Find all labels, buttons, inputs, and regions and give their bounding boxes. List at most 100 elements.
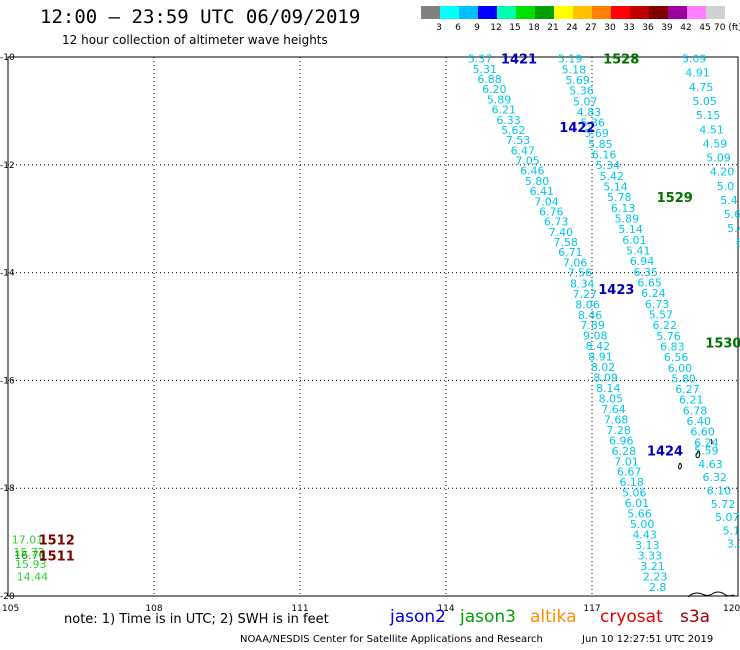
swh-value: 5.80 [671, 372, 696, 385]
scale-swatch [592, 6, 611, 19]
swh-value: 5.15 [696, 109, 721, 122]
swh-value: 7.58 [553, 236, 578, 249]
scale-swatch [535, 6, 554, 19]
swh-value: 6.60 [690, 426, 715, 439]
swh-value: 4.75 [689, 81, 714, 94]
scale-label: 21 [547, 23, 559, 33]
pass-label: 1423 [598, 283, 634, 298]
swh-value: 5.66 [627, 508, 652, 521]
swh-value: 5.62 [501, 124, 526, 137]
swh-value: 5.80 [525, 175, 550, 188]
scale-label: 39 [661, 23, 673, 33]
swh-value: 8.02 [591, 361, 616, 374]
scale-swatch [497, 6, 516, 19]
scale-swatch [611, 6, 630, 19]
swh-value: 3.33 [638, 549, 663, 562]
pass-label: 1511 [39, 550, 75, 565]
scale-swatch [649, 6, 668, 19]
swh-value: 6.24 [694, 436, 719, 449]
swh-value: 5.07 [715, 511, 740, 524]
swh-value: 5.57 [649, 308, 674, 321]
credit-line: NOAA/NESDIS Center for Satellite Applica… [240, 634, 543, 645]
swh-value: 5.31 [473, 63, 498, 76]
lon-tick-label: 111 [291, 604, 308, 614]
swh-value: 6.65 [637, 276, 662, 289]
swh-value: 17.01 [12, 533, 44, 546]
swh-value: 6.96 [609, 434, 634, 447]
swh-value: 16.70 [14, 549, 46, 562]
swh-value: 6.20 [482, 83, 507, 96]
lat-tick-label: -14 [0, 269, 15, 279]
map-ticks: 105 108 111 114 117 120 -10 -12 -14 -16 -18 -20 [0, 53, 740, 614]
island-outline [710, 438, 713, 445]
scale-swatch [478, 6, 497, 19]
swh-value: 4.91 [685, 67, 710, 80]
island-outline [678, 462, 682, 470]
swh-value: 7.27 [573, 288, 598, 301]
lon-tick-label: 120 [723, 604, 740, 614]
swh-value: 7.89 [580, 319, 605, 332]
swh-value: 6.18 [619, 476, 644, 489]
swh-value: 8.34 [570, 277, 595, 290]
swh-value: 5.37 [468, 53, 493, 66]
swh-value: 5.05 [692, 95, 717, 108]
swh-value: 4.20 [710, 166, 735, 179]
lon-tick-label: 105 [2, 604, 19, 614]
swh-value: 6.24 [641, 287, 666, 300]
swh-value: 5.07 [573, 95, 598, 108]
swh-value: 5.42 [599, 170, 624, 183]
swh-value: 6.94 [630, 255, 655, 268]
swh-value: 6.71 [558, 246, 583, 259]
satellite-altika: altika [530, 607, 577, 627]
swh-value: 5.69 [584, 127, 609, 140]
scale-label: 45 [699, 23, 711, 33]
swh-value: 3.3 [727, 538, 740, 551]
swh-value: 5.06 [622, 487, 647, 500]
swh-value: 6.76 [539, 205, 564, 218]
swh-value: 6.01 [622, 234, 647, 247]
scale-label: 9 [474, 23, 480, 33]
swh-value: 6.46 [520, 165, 545, 178]
swh-value: 7.28 [606, 424, 631, 437]
swh-value: 5.18 [562, 63, 587, 76]
swh-value: 9.08 [583, 330, 608, 343]
swh-value: 5.6 [724, 208, 740, 221]
swh-value: 4.51 [699, 123, 724, 136]
pass-label: 1421 [501, 53, 537, 68]
pass-labels: 1421 1528 1422 1529 1423 1530 1424 1512 1511 [39, 53, 740, 565]
swh-value: 5.36 [581, 117, 606, 130]
swh-value: 4.83 [577, 106, 602, 119]
scale-label: 15 [509, 23, 521, 33]
island-outline [695, 450, 701, 459]
swh-value: 6.28 [612, 445, 637, 458]
coastline-outline [687, 591, 735, 598]
swh-value: 2.8 [649, 581, 667, 594]
scale-label: 42 [680, 23, 692, 33]
swh-value: 15.72 [13, 546, 45, 559]
scale-swatch [630, 6, 649, 19]
swh-value: 6.73 [544, 216, 569, 229]
swh-value: 6 [736, 236, 740, 249]
scale-label: 6 [455, 23, 461, 33]
coastline [678, 438, 735, 598]
scale-swatch [573, 6, 592, 19]
swh-value: 6.47 [511, 144, 536, 157]
swh-value: 5.0 [717, 180, 735, 193]
swh-value: 6.16 [592, 149, 617, 162]
chart-title: 12:00 — 23:59 UTC 06/09/2019 [40, 6, 361, 28]
swh-value: 6.88 [477, 73, 502, 86]
scale-swatch [440, 6, 459, 19]
swh-value: 5.1 [723, 524, 740, 537]
swh-value: 7.68 [604, 413, 629, 426]
swh-value: 8.42 [586, 340, 611, 353]
swh-value: 7.53 [506, 134, 531, 147]
swh-value: 5.69 [565, 74, 590, 87]
swh-value: 5.89 [487, 93, 512, 106]
lon-tick-label: 114 [437, 604, 454, 614]
scale-swatch [421, 6, 440, 19]
swh-value: 6.73 [645, 298, 670, 311]
footnote: note: 1) Time is in UTC; 2) SWH is in fe… [64, 612, 329, 627]
swh-value: 3.13 [635, 539, 660, 552]
swh-value: 5.09 [706, 152, 731, 165]
swh-value: 6.33 [496, 114, 521, 127]
